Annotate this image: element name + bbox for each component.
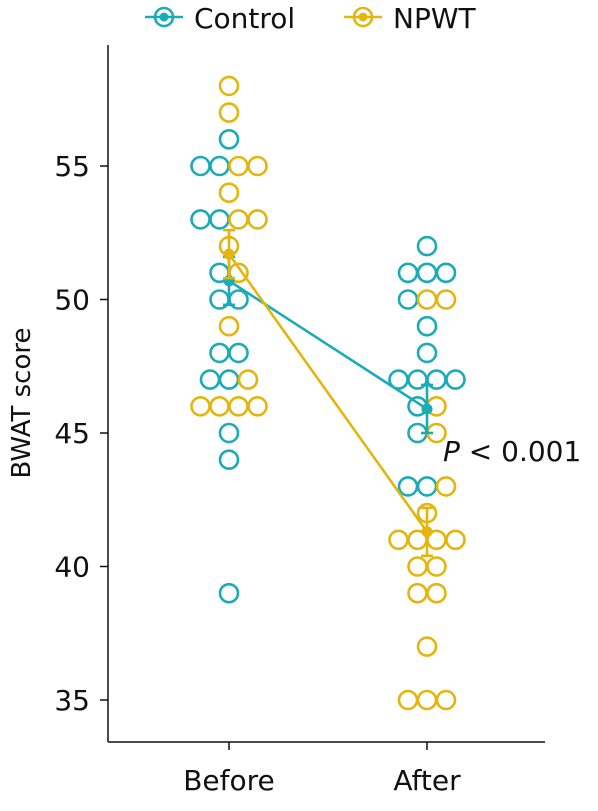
- npwt-point: [228, 395, 249, 417]
- legend: Control NPWT: [145, 2, 477, 35]
- npwt-point: [435, 289, 457, 310]
- npwt-point: [435, 476, 457, 497]
- control-point: [199, 369, 221, 390]
- npwt-point: [445, 529, 466, 551]
- legend-npwt-label: NPWT: [393, 2, 477, 35]
- control-point: [416, 476, 438, 497]
- x-tick-label: Before: [183, 764, 275, 797]
- legend-control-label: Control: [194, 2, 295, 35]
- control-point: [218, 129, 240, 150]
- npwt-point: [190, 395, 211, 417]
- y-tick-label: 40: [54, 551, 90, 584]
- npwt-point: [218, 75, 240, 97]
- control-point: [190, 209, 211, 230]
- npwt-point: [407, 556, 428, 577]
- npwt-point: [426, 556, 447, 577]
- control-point: [416, 315, 438, 337]
- control-point: [190, 155, 211, 177]
- npwt-point: [388, 529, 409, 551]
- npwt-point: [247, 155, 268, 177]
- npwt-mean-point: [421, 526, 433, 538]
- legend-control-marker: [153, 6, 175, 28]
- control-point: [397, 262, 419, 284]
- control-point: [397, 289, 419, 310]
- control-point: [218, 422, 240, 444]
- npwt-point: [228, 155, 249, 177]
- npwt-point: [209, 395, 230, 417]
- npwt-point: [416, 636, 438, 657]
- npwt-point: [416, 689, 438, 711]
- control-point: [209, 342, 230, 364]
- npwt-mean-point: [223, 248, 235, 260]
- p-value-symbol: P: [443, 435, 460, 468]
- axes: 35 40 45 50 55 Before After: [54, 45, 545, 797]
- legend-control-dot: [159, 12, 169, 22]
- mean-lines: [223, 228, 433, 558]
- npwt-mean-line: [227, 253, 429, 533]
- npwt-point: [218, 182, 240, 203]
- npwt-point: [237, 369, 259, 390]
- data-points: [190, 75, 466, 711]
- control-point: [416, 262, 438, 284]
- control-mean-line: [228, 279, 428, 411]
- npwt-point: [426, 582, 447, 604]
- npwt-point: [218, 102, 240, 123]
- npwt-point: [218, 315, 240, 337]
- control-point: [435, 262, 457, 284]
- npwt-point: [435, 689, 457, 711]
- control-point: [218, 449, 240, 471]
- control-point: [445, 369, 466, 390]
- y-tick-label: 55: [54, 150, 90, 183]
- control-mean-point: [421, 403, 433, 415]
- control-point: [416, 342, 438, 364]
- y-tick-label: 35: [54, 684, 90, 717]
- control-point: [416, 235, 438, 257]
- p-value-annotation: P < 0.001: [443, 435, 581, 468]
- npwt-point: [397, 689, 419, 711]
- y-axis-label: BWAT score: [7, 328, 37, 479]
- legend-npwt-marker: [352, 6, 374, 28]
- control-point: [397, 476, 419, 497]
- control-point: [218, 369, 240, 390]
- control-point: [218, 582, 240, 604]
- control-point: [228, 342, 249, 364]
- x-tick-label: After: [393, 764, 461, 797]
- control-point: [209, 155, 230, 177]
- npwt-point: [247, 209, 268, 230]
- control-point: [209, 209, 230, 230]
- y-tick-label: 50: [54, 284, 90, 317]
- y-tick-label: 45: [54, 417, 90, 450]
- npwt-point: [228, 209, 249, 230]
- npwt-point: [407, 582, 428, 604]
- npwt-point: [416, 289, 438, 310]
- p-value-text: < 0.001: [460, 435, 581, 468]
- npwt-point: [247, 395, 268, 417]
- legend-npwt-dot: [358, 12, 368, 22]
